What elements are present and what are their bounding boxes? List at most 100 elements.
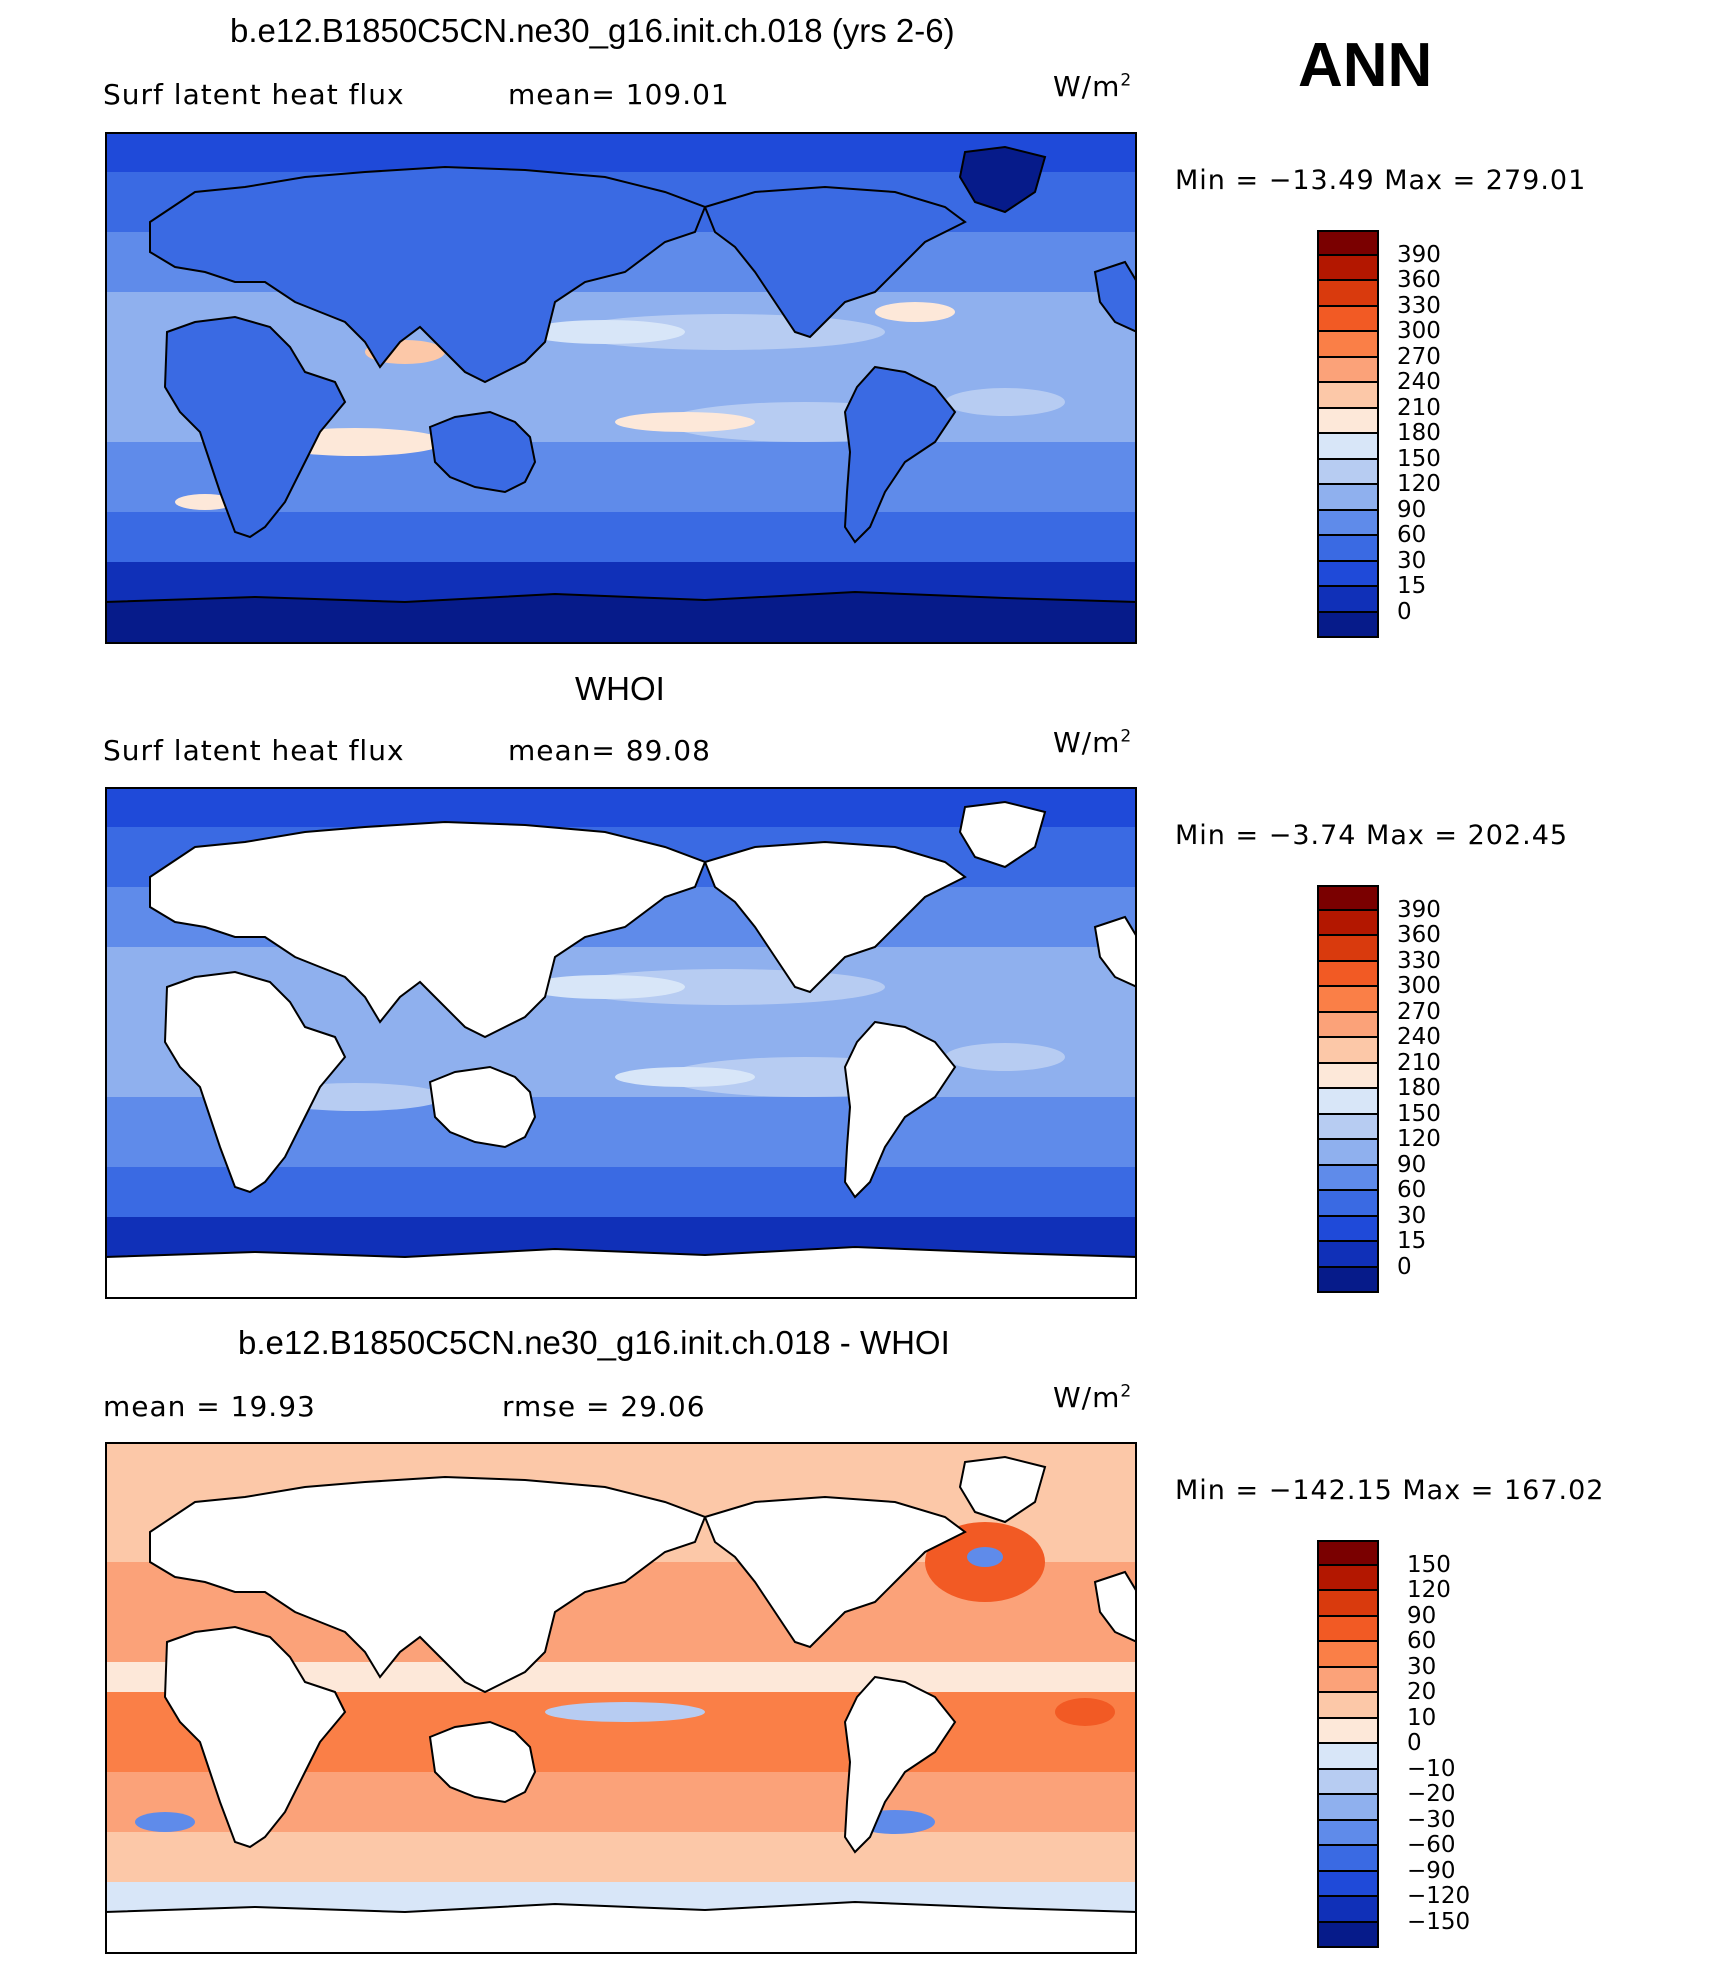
map-frame bbox=[105, 132, 1137, 644]
colorbar-swatch bbox=[1317, 383, 1379, 409]
field-maximum bbox=[525, 320, 685, 344]
field-maximum bbox=[875, 302, 955, 322]
colorbar-tick-label: −10 bbox=[1407, 1755, 1456, 1782]
colorbar-tick-label: 60 bbox=[1397, 522, 1427, 548]
map-frame bbox=[105, 787, 1137, 1299]
colorbar-tick-label: 15 bbox=[1397, 573, 1427, 599]
panel-obs-variable: Surf latent heat flux bbox=[103, 734, 405, 767]
field-minimum bbox=[545, 1702, 705, 1722]
panel-model-units: W/m2 bbox=[1053, 70, 1133, 103]
colorbar-tick-label: 150 bbox=[1407, 1551, 1451, 1578]
colorbar-tick-label: 0 bbox=[1407, 1730, 1422, 1756]
colorbar-tick-label: 210 bbox=[1397, 394, 1441, 421]
colorbar-tick-label: −150 bbox=[1407, 1908, 1471, 1935]
colorbar-tick-label: 240 bbox=[1397, 369, 1441, 395]
colorbar-tick-label: 30 bbox=[1407, 1653, 1437, 1680]
colorbar-swatch bbox=[1317, 961, 1379, 987]
colorbar-tick-label: −30 bbox=[1407, 1806, 1456, 1833]
colorbar-swatch bbox=[1317, 936, 1379, 962]
panel-diff-map bbox=[105, 1442, 1137, 1954]
continent-samerica bbox=[843, 365, 957, 544]
panel-obs-title: WHOI bbox=[575, 670, 665, 707]
continent-greenland bbox=[958, 1455, 1047, 1524]
continent-namerica bbox=[703, 1495, 967, 1649]
colorbar-swatch bbox=[1317, 1063, 1379, 1089]
colorbar-swatch bbox=[1317, 230, 1379, 256]
colorbar-swatch bbox=[1317, 910, 1379, 936]
colorbar-swatch bbox=[1317, 536, 1379, 562]
panel-obs-map bbox=[105, 787, 1137, 1299]
panel-obs-colorbar: 390 360 330 300 270 240 210 180 150 120 90 60 30 15 0 bbox=[1317, 885, 1441, 1293]
panel-diff-mean: mean = 19.93 bbox=[103, 1390, 316, 1423]
panel-model-map bbox=[105, 132, 1137, 644]
panel-model-minmax: Min = −13.49 Max = 279.01 bbox=[1175, 165, 1587, 196]
continent-africa bbox=[163, 970, 347, 1194]
colorbar-swatch bbox=[1317, 1114, 1379, 1140]
colorbar-tick-label: 270 bbox=[1397, 998, 1441, 1025]
colorbar-tick-label: 0 bbox=[1397, 1253, 1412, 1280]
colorbar-tick-label: −20 bbox=[1407, 1781, 1456, 1807]
field-maximum bbox=[525, 975, 685, 999]
field-maximum bbox=[175, 494, 235, 510]
colorbar-tick-label: −60 bbox=[1407, 1832, 1456, 1858]
colorbar-swatch bbox=[1317, 1769, 1379, 1795]
panel-obs-units: W/m2 bbox=[1053, 726, 1133, 759]
panel-diff-rmse: rmse = 29.06 bbox=[502, 1390, 706, 1423]
colorbar-tick-label: 120 bbox=[1407, 1577, 1451, 1603]
continent-africa bbox=[163, 1625, 347, 1849]
colorbar-swatch bbox=[1317, 1089, 1379, 1115]
colorbar-tick-label: −90 bbox=[1407, 1857, 1456, 1884]
panel-obs-minmax: Min = −3.74 Max = 202.45 bbox=[1175, 820, 1569, 851]
colorbar-tick-label: 30 bbox=[1397, 1202, 1427, 1229]
colorbar-swatch bbox=[1317, 1591, 1379, 1617]
field-band bbox=[105, 1167, 1137, 1217]
colorbar-swatch bbox=[1317, 1871, 1379, 1897]
continent-eurasia bbox=[149, 165, 707, 384]
colorbar-swatch bbox=[1317, 1897, 1379, 1923]
colorbar-tick-label: 120 bbox=[1397, 471, 1441, 497]
continent-australia bbox=[428, 1065, 537, 1149]
panel-diff-title: b.e12.B1850C5CN.ne30_g16.init.ch.018 - W… bbox=[238, 1324, 950, 1361]
colorbar-swatch bbox=[1317, 1693, 1379, 1719]
colorbar-swatch bbox=[1317, 281, 1379, 307]
colorbar-tick-label: 330 bbox=[1397, 947, 1441, 974]
colorbar-swatch bbox=[1317, 1191, 1379, 1217]
colorbar-tick-label: 150 bbox=[1397, 1100, 1441, 1127]
panel-model-colorbar: 390 360 330 300 270 240 210 180 150 120 90 60 30 15 0 bbox=[1317, 230, 1441, 638]
colorbar-tick-label: 180 bbox=[1397, 420, 1441, 446]
colorbar-tick-label: 330 bbox=[1397, 292, 1441, 319]
colorbar-swatch bbox=[1317, 1565, 1379, 1591]
panel-diff-colorbar: 150 120 90 60 30 20 10 0 −10 −20 −30 −60 −90 −120 −150 bbox=[1317, 1540, 1470, 1948]
continent-antarctica bbox=[105, 1245, 1137, 1299]
colorbar-swatch bbox=[1317, 1038, 1379, 1064]
colorbar-swatch bbox=[1317, 587, 1379, 613]
colorbar-swatch bbox=[1317, 408, 1379, 434]
colorbar-tick-label: −120 bbox=[1407, 1883, 1471, 1909]
continent-namerica bbox=[703, 840, 967, 994]
continent-greenland bbox=[958, 145, 1047, 214]
panel-model-title: b.e12.B1850C5CN.ne30_g16.init.ch.018 (yr… bbox=[230, 12, 955, 49]
field-minimum bbox=[967, 1547, 1003, 1567]
colorbar-swatch bbox=[1317, 1140, 1379, 1166]
continent-antarctica bbox=[105, 590, 1137, 644]
colorbar-swatch bbox=[1317, 485, 1379, 511]
colorbar-tick-label: 30 bbox=[1397, 547, 1427, 574]
colorbar-swatch bbox=[1317, 987, 1379, 1013]
colorbar-tick-label: 0 bbox=[1397, 598, 1412, 625]
colorbar-swatch bbox=[1317, 612, 1379, 638]
colorbar-swatch bbox=[1317, 1922, 1379, 1948]
continent-australia bbox=[428, 410, 537, 494]
colorbar-tick-label: 60 bbox=[1397, 1177, 1427, 1203]
continent-europewest bbox=[1093, 915, 1137, 989]
colorbar-tick-label: 20 bbox=[1407, 1679, 1437, 1705]
map-frame bbox=[105, 1442, 1137, 1954]
colorbar-swatch bbox=[1317, 332, 1379, 358]
panel-diff-units: W/m2 bbox=[1053, 1381, 1133, 1414]
continent-greenland bbox=[958, 800, 1047, 869]
panel-diff-minmax: Min = −142.15 Max = 167.02 bbox=[1175, 1475, 1605, 1506]
continent-eurasia bbox=[149, 1475, 707, 1694]
colorbar-tick-label: 390 bbox=[1397, 241, 1441, 268]
colorbar-swatch bbox=[1317, 1642, 1379, 1668]
colorbar-swatch bbox=[1317, 1820, 1379, 1846]
colorbar-swatch bbox=[1317, 255, 1379, 281]
